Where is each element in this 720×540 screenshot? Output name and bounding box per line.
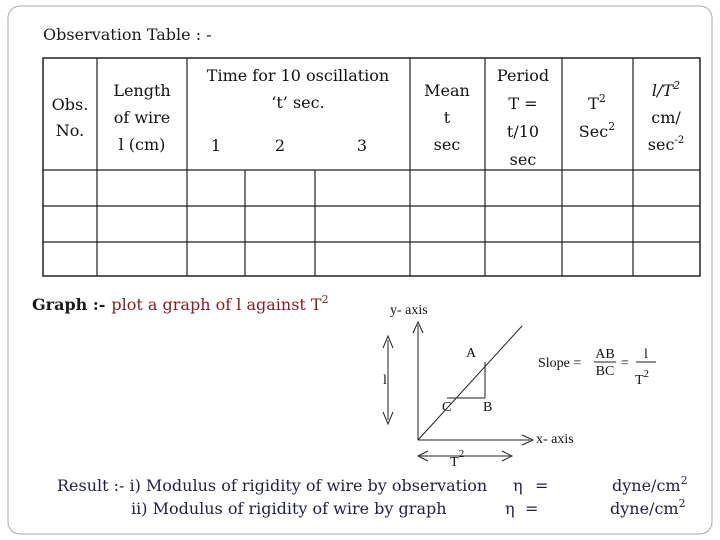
slope-num: l — [644, 347, 648, 362]
header: 2 — [275, 136, 285, 155]
slope-den: T2 — [635, 368, 649, 388]
result-text: i) Modulus of rigidity of wire by observ… — [129, 476, 487, 495]
slope-den: BC — [596, 364, 615, 379]
header: l/T2 — [652, 79, 680, 100]
header: sec — [510, 150, 537, 169]
symbol: η — [505, 499, 515, 518]
table-lines — [42, 57, 701, 277]
equals: = — [535, 476, 548, 495]
text: T — [635, 373, 644, 388]
text: dyne/cm — [612, 476, 681, 495]
header: l (cm) — [119, 135, 166, 154]
symbol: η — [513, 476, 523, 495]
header: 3 — [357, 136, 367, 155]
title: Observation Table : - — [43, 25, 212, 44]
x-axis-label: x- axis — [536, 432, 574, 447]
superscript: 2 — [459, 448, 465, 460]
bottom-label: T2 — [450, 448, 464, 470]
equals: = — [525, 499, 538, 518]
header: T = — [508, 94, 537, 113]
header: sec-2 — [648, 135, 684, 154]
diagram — [382, 320, 656, 462]
superscript: 2 — [679, 497, 686, 510]
header: Obs. — [52, 95, 89, 114]
header: 1 — [211, 136, 221, 155]
graph-text: plot a graph of l against T — [111, 295, 322, 314]
header: Sec2 — [579, 120, 615, 141]
graph-line: Graph :- plot a graph of l against T2 — [32, 293, 329, 314]
text: T — [588, 94, 599, 113]
header: T2 — [588, 92, 606, 113]
header: Period — [497, 66, 549, 85]
header: No. — [56, 121, 84, 140]
header: t — [444, 108, 451, 127]
superscript: 2 — [322, 293, 329, 306]
superscript: 2 — [608, 120, 615, 133]
result-line: Result :- i) Modulus of rigidity of wire … — [57, 476, 487, 495]
text: T — [450, 455, 459, 470]
result-label: Result :- — [57, 476, 124, 495]
superscript: -2 — [674, 135, 684, 146]
header: Mean — [424, 81, 470, 100]
point-label: A — [466, 346, 477, 361]
slide-border — [7, 5, 713, 535]
table-header: Obs. No. Length of wire l (cm) Time for … — [52, 66, 685, 169]
unit: dyne/cm2 — [612, 474, 688, 495]
header: cm/ — [651, 108, 681, 127]
point-label: B — [483, 400, 492, 415]
text: l/T — [652, 81, 675, 100]
slope-label: Slope = — [538, 356, 581, 371]
slope-num: AB — [595, 347, 614, 362]
y-axis-label: y- axis — [390, 303, 428, 318]
superscript: 2 — [672, 79, 680, 92]
header: t/10 — [507, 122, 539, 141]
superscript: 2 — [644, 368, 650, 380]
header: ‘t’ sec. — [271, 93, 324, 112]
header: of wire — [114, 108, 171, 127]
graph-label: Graph :- — [32, 295, 105, 314]
superscript: 2 — [599, 92, 606, 105]
header: Time for 10 oscillation — [207, 66, 389, 85]
unit: dyne/cm2 — [610, 497, 686, 518]
header: Length — [113, 81, 170, 100]
header: sec — [434, 135, 461, 154]
text: sec — [648, 135, 675, 154]
text: dyne/cm — [610, 499, 679, 518]
left-label: l — [383, 373, 387, 388]
point-label: C — [442, 400, 451, 415]
text: Sec — [579, 122, 608, 141]
equals: = — [621, 356, 629, 371]
result-text: ii) Modulus of rigidity of wire by graph — [131, 499, 447, 518]
superscript: 2 — [681, 474, 688, 487]
